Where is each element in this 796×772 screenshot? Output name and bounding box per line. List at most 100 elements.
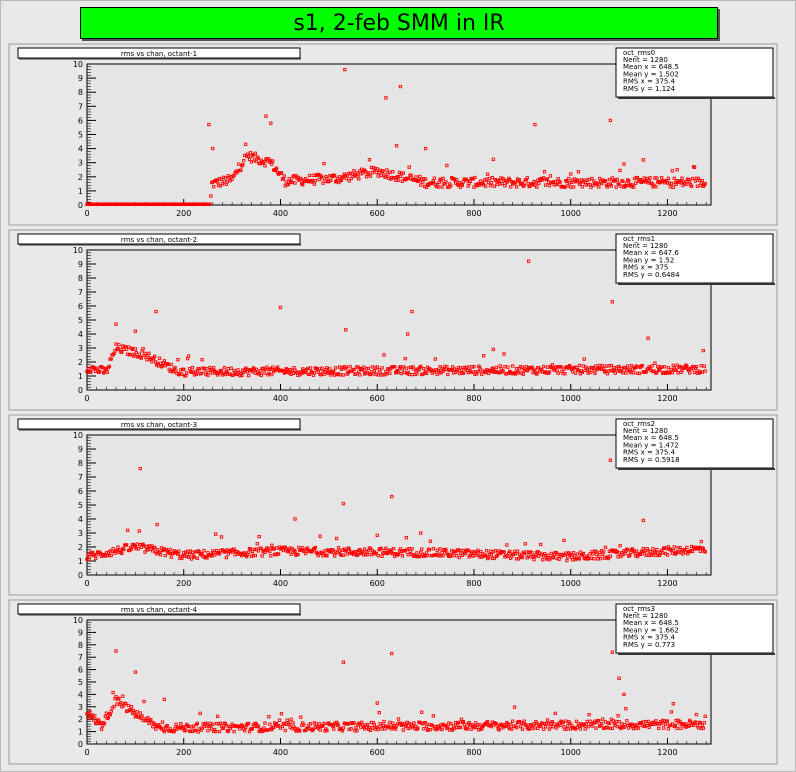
x-tick-label: 0	[84, 748, 89, 757]
data-point	[551, 180, 555, 184]
data-point	[366, 171, 371, 175]
data-point	[461, 720, 465, 724]
data-point	[400, 179, 405, 183]
data-point	[699, 364, 703, 368]
data-point	[517, 178, 522, 182]
data-point	[301, 183, 305, 187]
data-point	[222, 366, 227, 370]
data-point	[603, 545, 608, 550]
data-point	[252, 547, 257, 552]
data-point	[370, 726, 375, 730]
y-tick-label: 5	[78, 131, 83, 140]
data-point	[270, 543, 274, 547]
data-point	[667, 181, 672, 185]
data-point	[410, 547, 414, 551]
data-point	[374, 170, 378, 175]
data-point	[262, 371, 266, 375]
data-point	[154, 309, 158, 314]
data-point	[327, 370, 331, 374]
stats-name: oct_rms1	[623, 235, 655, 243]
data-point	[145, 358, 149, 362]
data-point	[444, 547, 448, 552]
data-point	[414, 724, 418, 729]
data-point	[226, 552, 230, 556]
data-point	[401, 365, 406, 369]
data-point	[108, 549, 112, 553]
data-point	[384, 546, 388, 550]
data-point	[665, 719, 670, 723]
data-point	[422, 727, 426, 731]
data-point	[263, 550, 267, 555]
data-point	[576, 170, 581, 174]
data-point	[440, 727, 444, 732]
data-point	[456, 548, 461, 552]
data-point	[272, 725, 276, 729]
data-point	[611, 369, 615, 373]
data-point	[469, 370, 473, 374]
data-point	[267, 371, 271, 375]
data-point	[575, 178, 580, 182]
data-point	[648, 550, 652, 554]
data-point	[545, 177, 550, 181]
data-point	[158, 553, 163, 557]
data-point	[660, 365, 664, 369]
data-point	[393, 727, 398, 731]
data-point	[114, 649, 118, 653]
data-point	[530, 551, 534, 555]
data-point	[630, 363, 634, 368]
data-point	[413, 372, 417, 377]
data-point	[226, 729, 230, 734]
data-point	[571, 370, 575, 374]
data-point	[191, 370, 196, 374]
data-point	[221, 175, 226, 179]
data-point	[532, 557, 536, 562]
data-point	[248, 547, 253, 551]
x-tick-label: 400	[273, 579, 288, 588]
data-point	[503, 184, 507, 188]
data-point	[643, 724, 647, 728]
data-point	[465, 179, 469, 183]
data-point	[307, 372, 312, 376]
data-point	[337, 175, 342, 179]
data-point	[446, 725, 450, 729]
data-point	[243, 729, 247, 733]
data-point	[473, 725, 477, 730]
data-point	[432, 176, 436, 180]
data-point	[506, 722, 510, 726]
data-point	[325, 728, 329, 733]
data-point	[500, 181, 504, 186]
data-point	[603, 179, 608, 183]
data-point	[460, 183, 465, 187]
data-point	[133, 670, 138, 674]
data-point	[497, 728, 501, 732]
data-point	[518, 724, 523, 729]
data-point	[240, 373, 244, 378]
data-point	[621, 179, 625, 183]
data-point	[401, 728, 406, 732]
data-point	[429, 368, 434, 372]
data-point	[508, 549, 512, 553]
data-point	[654, 553, 658, 558]
data-point	[646, 336, 650, 340]
data-point	[448, 728, 452, 732]
data-point	[609, 184, 614, 188]
data-point	[179, 721, 183, 726]
data-point	[293, 517, 297, 521]
data-point	[438, 547, 442, 551]
data-point	[341, 726, 346, 730]
data-point	[534, 180, 538, 185]
data-point	[319, 373, 323, 377]
y-tick-label: 2	[78, 173, 83, 182]
data-point	[444, 180, 448, 184]
data-point	[133, 347, 138, 351]
data-point	[335, 176, 340, 181]
data-point	[503, 365, 507, 369]
y-tick-label: 2	[78, 543, 83, 552]
data-point	[219, 177, 224, 182]
data-point	[549, 551, 554, 556]
histogram-title-box: rms vs chan, octant-1	[17, 47, 301, 60]
data-point	[426, 728, 431, 732]
data-point	[388, 371, 392, 375]
data-point	[246, 550, 251, 554]
data-point	[94, 556, 98, 561]
